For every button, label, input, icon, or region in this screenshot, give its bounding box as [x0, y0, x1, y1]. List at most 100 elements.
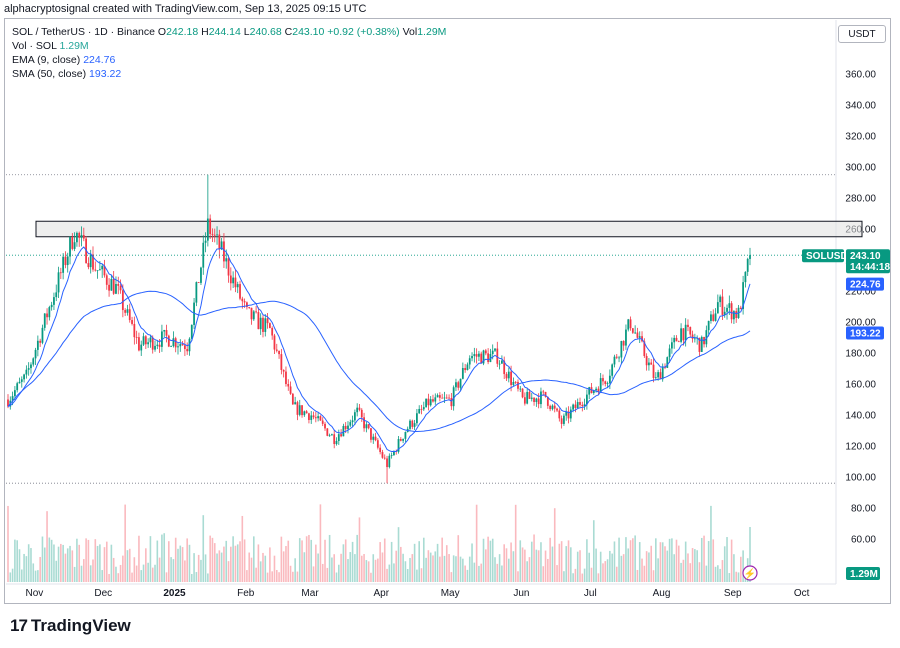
candle-body[interactable]	[726, 307, 728, 312]
candle-body[interactable]	[314, 417, 317, 419]
candle-body[interactable]	[376, 440, 379, 448]
candle-body[interactable]	[294, 402, 297, 405]
candle-body[interactable]	[353, 412, 356, 421]
candle-body[interactable]	[105, 275, 108, 285]
candle-body[interactable]	[448, 397, 450, 399]
candle-body[interactable]	[285, 371, 287, 384]
candle-body[interactable]	[25, 369, 28, 375]
candle-body[interactable]	[46, 313, 48, 318]
candle-body[interactable]	[53, 297, 55, 305]
candle-body[interactable]	[36, 340, 39, 350]
candle-body[interactable]	[188, 338, 191, 352]
candle-body[interactable]	[39, 340, 42, 343]
legend-volume-row[interactable]: Vol · SOL 1.29M	[12, 39, 446, 53]
candle-body[interactable]	[744, 271, 747, 283]
candle-body[interactable]	[693, 338, 696, 340]
candle-body[interactable]	[427, 398, 430, 406]
candle-body[interactable]	[393, 451, 395, 456]
candle-body[interactable]	[519, 388, 522, 390]
candle-body[interactable]	[592, 390, 595, 394]
candle-body[interactable]	[585, 394, 588, 405]
candle-body[interactable]	[133, 323, 136, 338]
candle-body[interactable]	[631, 328, 634, 333]
candle-body[interactable]	[574, 404, 577, 409]
candle-body[interactable]	[181, 344, 184, 346]
candle-body[interactable]	[648, 362, 650, 366]
candle-body[interactable]	[170, 346, 173, 347]
candle-body[interactable]	[432, 399, 434, 402]
candle-body[interactable]	[677, 341, 680, 343]
candle-body[interactable]	[151, 337, 154, 350]
candle-body[interactable]	[87, 263, 90, 268]
legend-ema-row[interactable]: EMA (9, close) 224.76	[12, 53, 446, 67]
candle-body[interactable]	[18, 381, 21, 384]
candle-body[interactable]	[41, 327, 44, 343]
candle-body[interactable]	[441, 397, 444, 399]
candle-body[interactable]	[291, 393, 294, 405]
candle-body[interactable]	[16, 383, 19, 391]
candle-body[interactable]	[241, 298, 244, 302]
candle-body[interactable]	[645, 356, 648, 366]
candle-body[interactable]	[195, 282, 198, 303]
candle-body[interactable]	[312, 415, 315, 418]
candle-body[interactable]	[505, 374, 508, 379]
candle-body[interactable]	[514, 381, 517, 383]
candle-body[interactable]	[567, 411, 570, 419]
candle-body[interactable]	[634, 332, 637, 334]
candle-body[interactable]	[581, 404, 584, 407]
candle-body[interactable]	[363, 417, 365, 429]
candle-body[interactable]	[673, 337, 676, 343]
candle-body[interactable]	[691, 334, 694, 339]
candle-body[interactable]	[78, 232, 81, 238]
candle-body[interactable]	[13, 390, 16, 397]
candle-body[interactable]	[229, 275, 232, 284]
candle-body[interactable]	[257, 312, 260, 330]
candle-body[interactable]	[158, 344, 161, 347]
candle-body[interactable]	[331, 434, 333, 436]
candle-body[interactable]	[399, 439, 402, 441]
candle-body[interactable]	[69, 237, 71, 257]
candle-body[interactable]	[110, 278, 113, 291]
candle-body[interactable]	[200, 267, 202, 283]
candle-body[interactable]	[526, 391, 529, 404]
candle-body[interactable]	[227, 258, 230, 276]
candle-body[interactable]	[491, 350, 494, 355]
candle-body[interactable]	[298, 405, 301, 415]
candle-body[interactable]	[317, 416, 320, 419]
candle-body[interactable]	[680, 328, 682, 342]
candle-body[interactable]	[259, 317, 262, 330]
candle-body[interactable]	[627, 319, 630, 330]
candle-body[interactable]	[579, 402, 581, 405]
candle-body[interactable]	[588, 387, 591, 395]
candle-body[interactable]	[473, 354, 476, 357]
candle-body[interactable]	[273, 335, 276, 350]
candle-body[interactable]	[268, 323, 271, 328]
candle-body[interactable]	[126, 309, 129, 313]
candle-body[interactable]	[597, 388, 600, 392]
candle-body[interactable]	[700, 336, 703, 352]
candle-body[interactable]	[356, 407, 359, 413]
legend-sma-row[interactable]: SMA (50, close) 193.22	[12, 67, 446, 81]
candle-body[interactable]	[82, 235, 85, 239]
currency-selector[interactable]: USDT	[838, 25, 886, 43]
candle-body[interactable]	[23, 374, 25, 380]
candle-body[interactable]	[411, 420, 414, 427]
candle-body[interactable]	[521, 388, 524, 398]
candle-body[interactable]	[367, 424, 370, 429]
candle-body[interactable]	[739, 307, 742, 309]
candle-body[interactable]	[556, 408, 558, 411]
candle-body[interactable]	[730, 303, 733, 320]
candle-body[interactable]	[59, 272, 62, 274]
lightning-icon[interactable]	[742, 565, 758, 581]
candle-body[interactable]	[661, 366, 664, 380]
candle-body[interactable]	[165, 330, 168, 336]
candle-body[interactable]	[50, 304, 53, 308]
candle-body[interactable]	[121, 290, 124, 311]
candle-body[interactable]	[615, 356, 618, 358]
candle-body[interactable]	[503, 360, 506, 375]
candle-body[interactable]	[98, 269, 101, 271]
candle-body[interactable]	[66, 256, 69, 266]
candle-body[interactable]	[501, 360, 503, 364]
candle-body[interactable]	[342, 425, 345, 437]
candle-body[interactable]	[64, 256, 67, 266]
